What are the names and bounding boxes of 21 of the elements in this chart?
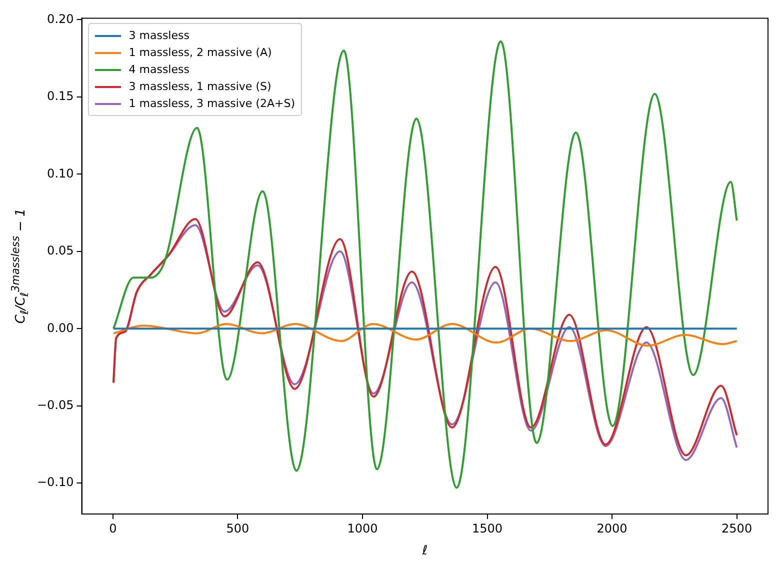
y-tick-label: 0.20 bbox=[47, 12, 74, 26]
legend-label: 1 massless, 3 massive (2A+S) bbox=[128, 97, 296, 110]
x-tick-label: 2000 bbox=[596, 521, 628, 536]
y-tick-label: −0.05 bbox=[36, 398, 74, 412]
x-tick-label: 0 bbox=[109, 521, 117, 536]
y-tick-label: 0.15 bbox=[47, 89, 74, 104]
x-tick-label: 1500 bbox=[472, 521, 503, 536]
legend-label: 1 massless, 2 massive (A) bbox=[128, 46, 272, 60]
line-series bbox=[112, 40, 738, 489]
line-series bbox=[112, 323, 738, 347]
x-tick-label: 1000 bbox=[347, 521, 378, 536]
y-tick-label: −0.10 bbox=[36, 475, 74, 490]
x-tick-label: 500 bbox=[226, 521, 250, 536]
legend-label: 4 massless bbox=[128, 63, 190, 76]
legend-label: 3 massless bbox=[128, 29, 190, 42]
y-tick-label: 0.00 bbox=[47, 320, 74, 335]
x-axis-title: ℓ bbox=[421, 544, 428, 559]
y-tick-label: 0.10 bbox=[47, 166, 74, 180]
x-tick-label: 2500 bbox=[722, 521, 752, 536]
legend-label: 3 massless, 1 massive (S) bbox=[128, 80, 272, 94]
y-tick-label: 0.05 bbox=[47, 244, 74, 258]
